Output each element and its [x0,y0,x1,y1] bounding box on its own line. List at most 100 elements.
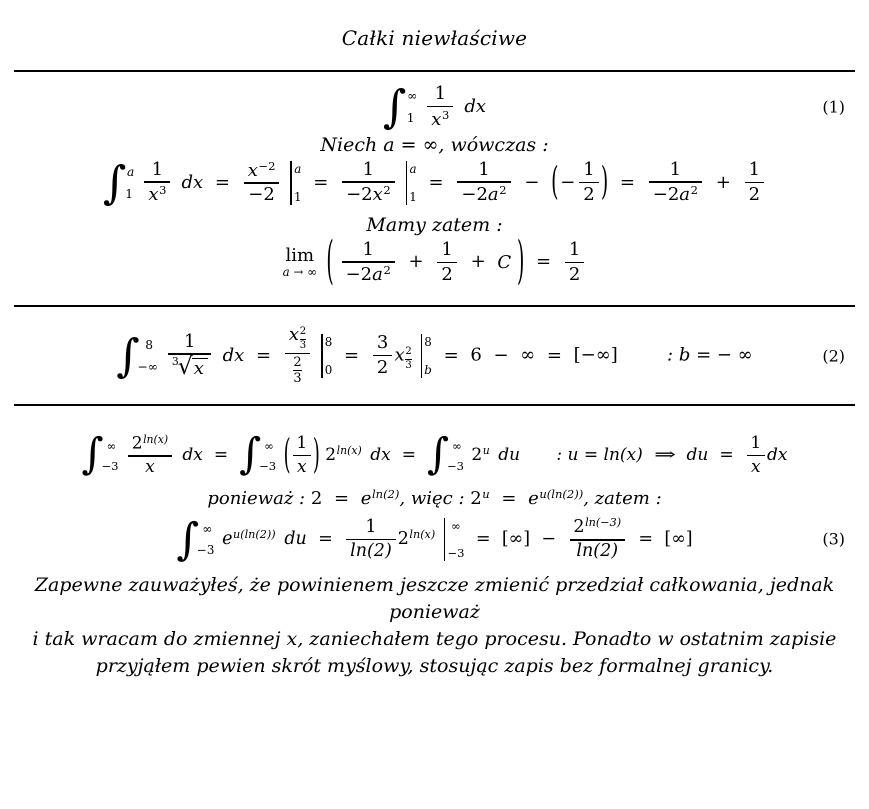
numerator: 1 [362,158,375,180]
lower-limit: −3 [196,542,215,557]
frac-bar [427,105,454,108]
minus-sign: − [524,171,540,193]
minus-sign: − [541,528,557,549]
eval-bar-line [443,518,446,561]
variable: a [679,184,691,206]
denominator: 2 [568,263,581,285]
fraction: 1 x3 [427,83,454,130]
integral: ∫ ∞ −3 [427,434,464,477]
variable: x [394,344,405,366]
denominator: 2 [441,263,453,285]
footnote-line: Zapewne zauważyłeś, że powinienem jeszcz… [34,573,835,623]
superscript: u(ln(2)) [233,528,276,542]
page-title: Całki niewłaściwe [341,26,528,50]
eval-limits: ∞ −3 [447,518,464,561]
text-zatem: zatem : [594,488,662,510]
denominator: ln(2) [350,540,392,561]
frac-bar [744,181,764,184]
number: 2 [471,445,483,466]
numerator: 1 [669,158,682,180]
superscript: u [482,444,490,458]
plus-sign: + [408,251,424,273]
frac-bar [372,354,393,357]
variable: a [372,264,383,286]
number: 2 [397,528,409,549]
number: −2 [346,184,373,206]
denominator: 2 [376,356,389,378]
equals-sign: = [638,528,654,549]
differential: du [686,445,709,466]
frac-bar [342,181,395,183]
text-niech: Niech a = ∞, wówczas : [320,133,549,156]
number: −2 [461,184,488,206]
denominator: x [296,456,307,477]
constant: C [497,251,512,273]
frac-bar [569,539,625,541]
integral-limits: ∞ −3 [259,438,276,474]
substitution-def: : u = ln(x) [556,445,643,466]
superscript: ln(x) [143,433,169,446]
variable: x [148,184,159,206]
numerator: 1 [296,433,308,454]
equals-sign: = [313,171,329,193]
superscript: 2 [383,183,391,198]
denominator: 3 [299,339,307,351]
integral-sign: ∫ [116,329,140,383]
denominator: 2 [748,183,761,205]
superscript: ln(−3) [585,516,622,530]
lim-operator: lim a → ∞ [283,246,317,279]
integral: ∫ a 1 [103,160,134,205]
superscript: 3 [159,183,167,198]
fraction: 1 −2a2 [457,159,511,206]
big-paren-close: ) [600,159,609,205]
differential: dx [464,95,487,117]
divider-2 [14,305,855,308]
variable: a [487,184,499,206]
radicand: x [191,358,208,379]
equals-sign: = [214,171,230,193]
integral-sign: ∫ [102,156,127,210]
differential: dx [222,344,245,366]
text-mamy: Mamy zatem : [366,213,503,236]
big-paren-open: ( [283,431,291,479]
frac-bar [167,353,212,355]
superscript: 2 [383,263,391,278]
integral: ∫ ∞ −3 [239,434,276,477]
upper-limit: ∞ [106,438,117,453]
superscript: ln(x) [336,444,362,458]
eq-label-2: (2) [822,346,845,366]
plus-sign: + [470,251,486,273]
equals-sign: = [428,171,444,193]
number: 2 [470,488,482,510]
superscript: 2 [499,183,507,198]
frac-bar [746,454,765,457]
variable: x [431,108,442,130]
eval-upper: a [409,161,417,176]
bracketed-result: [−∞] [573,344,618,366]
frac-bar [144,181,171,183]
equals-sign: = [333,488,350,510]
numerator: 3 [376,332,389,354]
denominator: x [145,457,155,478]
upper-limit: ∞ [452,438,462,453]
upper-limit: ∞ [264,438,274,453]
integral-sign: ∫ [426,430,450,480]
differential: du [284,528,307,549]
integral-sign: ∫ [81,430,104,480]
lower-limit: −3 [446,458,464,473]
equals-sign: = [719,445,734,466]
numerator: 1 [750,433,762,454]
